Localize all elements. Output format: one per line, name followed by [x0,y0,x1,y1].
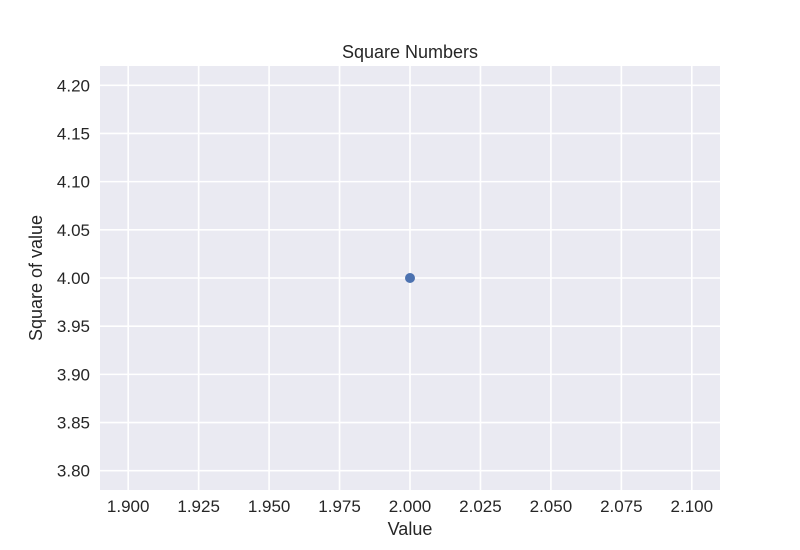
x-axis-label: Value [388,519,433,539]
x-tick-label: 2.075 [600,497,643,516]
y-axis-ticks: 3.80 3.85 3.90 3.95 4.00 4.05 4.10 4.15 4.20 [57,76,90,480]
data-point [405,273,415,283]
x-axis-ticks: 1.900 1.925 1.950 1.975 2.000 2.025 2.050 2.075… [107,497,713,516]
y-tick-label: 3.90 [57,365,90,384]
y-tick-label: 4.20 [57,76,90,95]
x-tick-label: 1.975 [318,497,361,516]
y-axis-label: Square of value [26,215,46,341]
x-tick-label: 2.000 [389,497,432,516]
y-tick-label: 3.85 [57,414,90,433]
x-tick-label: 1.950 [248,497,291,516]
data-points [405,273,415,283]
y-tick-label: 4.05 [57,221,90,240]
y-tick-label: 4.10 [57,173,90,192]
y-tick-label: 4.00 [57,269,90,288]
y-tick-label: 3.95 [57,317,90,336]
x-tick-label: 2.050 [530,497,573,516]
y-tick-label: 4.15 [57,124,90,143]
x-tick-label: 1.925 [177,497,220,516]
chart-title: Square Numbers [342,42,478,62]
x-tick-label: 2.100 [671,497,714,516]
y-tick-label: 3.80 [57,462,90,481]
x-tick-label: 1.900 [107,497,150,516]
x-tick-label: 2.025 [459,497,502,516]
